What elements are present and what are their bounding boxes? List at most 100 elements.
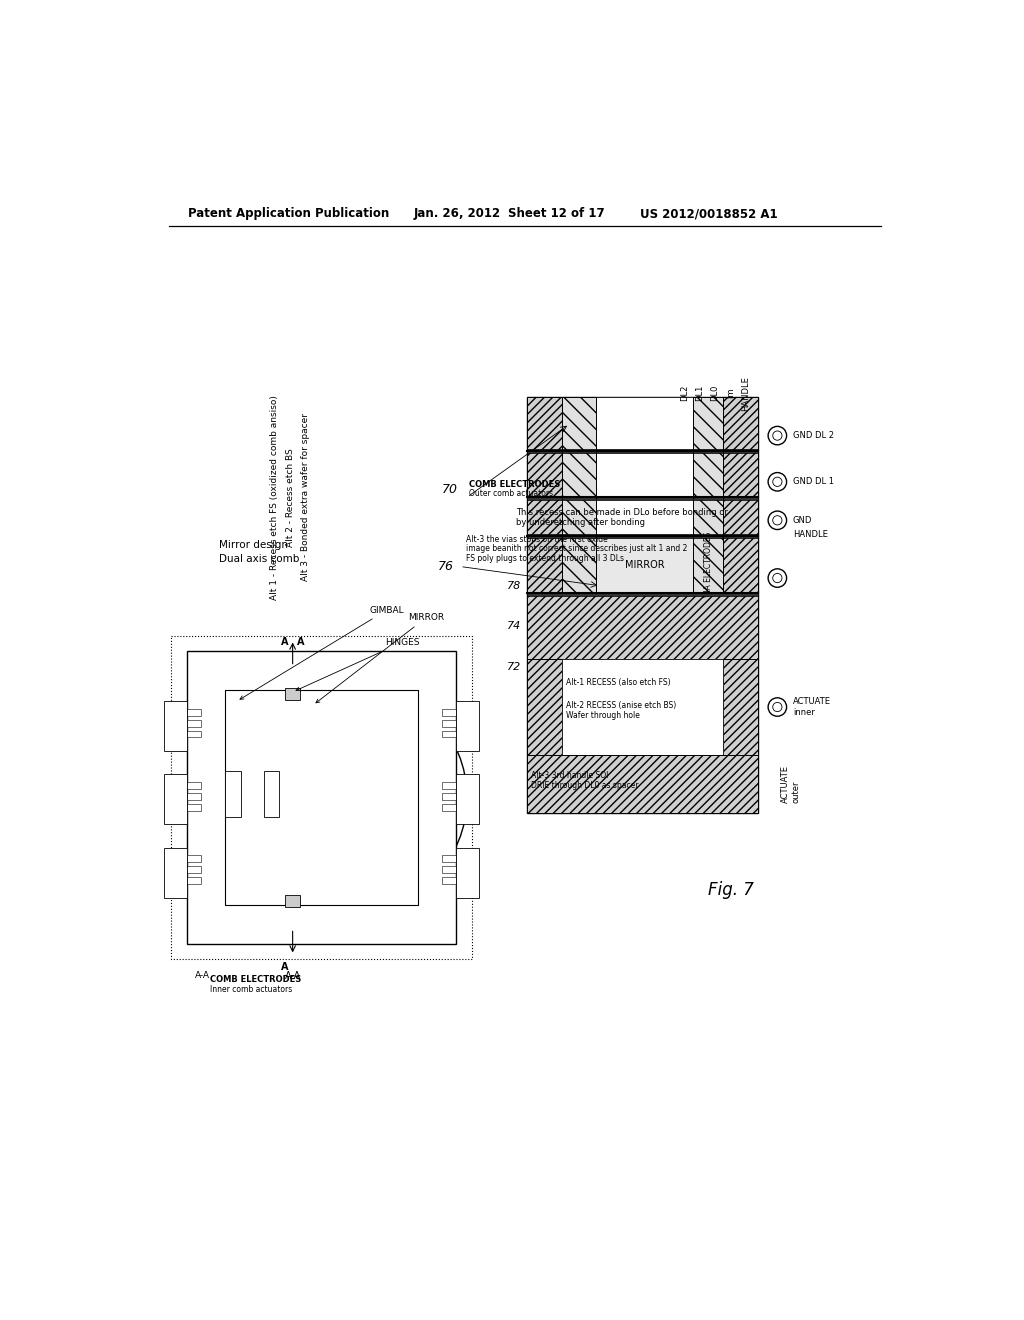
- Bar: [724, 536, 758, 594]
- Bar: [285, 688, 300, 700]
- Bar: [165, 715, 184, 723]
- Bar: [527, 498, 562, 536]
- Text: ACTUATE
outer: ACTUATE outer: [781, 766, 801, 803]
- Text: HANDLE: HANDLE: [793, 529, 827, 539]
- Text: VIA ELECTRODES: VIA ELECTRODES: [703, 532, 713, 597]
- Text: Patent Application Publication: Patent Application Publication: [188, 207, 389, 220]
- Bar: [442, 876, 457, 884]
- Text: Mirror design
Dual axis comb: Mirror design Dual axis comb: [219, 540, 299, 564]
- Text: FS poly plugs to extend through all 3 DLs: FS poly plugs to extend through all 3 DL…: [466, 553, 624, 562]
- Bar: [596, 536, 692, 594]
- Bar: [459, 800, 478, 807]
- Bar: [229, 785, 237, 793]
- Text: Alt-3 the vias stops on the first oxide: Alt-3 the vias stops on the first oxide: [466, 535, 607, 544]
- Text: GIMBAL: GIMBAL: [240, 606, 403, 700]
- Bar: [527, 755, 758, 813]
- Text: COMB ELECTRODES: COMB ELECTRODES: [210, 974, 301, 983]
- Text: A: A: [282, 961, 289, 972]
- Bar: [229, 796, 237, 804]
- Bar: [457, 775, 479, 825]
- Bar: [285, 895, 300, 907]
- Bar: [267, 775, 274, 781]
- Text: A: A: [282, 638, 289, 647]
- Text: Jan. 26, 2012: Jan. 26, 2012: [414, 207, 501, 220]
- Bar: [267, 796, 274, 804]
- Text: DL2: DL2: [680, 385, 689, 401]
- Bar: [724, 397, 758, 451]
- Text: MIRROR: MIRROR: [625, 560, 665, 569]
- Bar: [165, 726, 184, 734]
- Bar: [165, 800, 184, 807]
- Text: COMB ELECTRODES: COMB ELECTRODES: [469, 479, 560, 488]
- Text: Inner comb actuators: Inner comb actuators: [210, 985, 292, 994]
- Text: image beanith not correct since describes just alt 1 and 2: image beanith not correct since describe…: [466, 544, 687, 553]
- Text: Fig. 7: Fig. 7: [708, 880, 754, 899]
- Bar: [442, 709, 457, 715]
- Bar: [164, 775, 186, 825]
- Bar: [596, 397, 692, 451]
- Bar: [165, 862, 184, 869]
- Text: A: A: [297, 638, 304, 647]
- Bar: [225, 771, 241, 817]
- Bar: [724, 451, 758, 498]
- Text: Alt 1 - Recess etch FS (oxidized comb ansiso): Alt 1 - Recess etch FS (oxidized comb an…: [270, 395, 280, 599]
- Text: GND: GND: [793, 516, 812, 525]
- Bar: [459, 726, 478, 734]
- Bar: [459, 862, 478, 869]
- Bar: [527, 536, 562, 594]
- Bar: [186, 719, 201, 726]
- Bar: [459, 789, 478, 796]
- Bar: [562, 536, 596, 594]
- Text: ACTUATE
inner: ACTUATE inner: [793, 697, 830, 717]
- Bar: [692, 451, 724, 498]
- Bar: [459, 873, 478, 880]
- Text: by underetching after bonding: by underetching after bonding: [515, 519, 644, 527]
- Bar: [165, 779, 184, 785]
- Bar: [442, 719, 457, 726]
- Bar: [527, 451, 562, 498]
- Text: Wafer through hole: Wafer through hole: [565, 710, 639, 719]
- Text: Alt-1 RECESS (also etch FS): Alt-1 RECESS (also etch FS): [565, 677, 671, 686]
- Bar: [164, 701, 186, 751]
- Bar: [229, 775, 237, 781]
- Bar: [527, 591, 758, 595]
- Text: A-A: A-A: [285, 970, 301, 981]
- Bar: [165, 789, 184, 796]
- Bar: [459, 810, 478, 817]
- Bar: [459, 705, 478, 711]
- Bar: [527, 535, 758, 539]
- Bar: [442, 793, 457, 800]
- Bar: [442, 804, 457, 810]
- Text: Alt-2 RECESS (anise etch BS): Alt-2 RECESS (anise etch BS): [565, 701, 676, 710]
- Text: 74: 74: [507, 622, 521, 631]
- Bar: [186, 651, 457, 944]
- Text: 78: 78: [507, 581, 521, 591]
- Bar: [724, 498, 758, 536]
- Bar: [527, 397, 758, 813]
- Bar: [457, 701, 479, 751]
- Text: 70: 70: [441, 483, 458, 496]
- Bar: [562, 397, 596, 451]
- Text: MIRROR: MIRROR: [316, 614, 443, 702]
- Bar: [457, 847, 479, 898]
- Bar: [225, 689, 418, 906]
- Bar: [442, 730, 457, 738]
- Bar: [596, 451, 692, 498]
- Text: GND DL 1: GND DL 1: [793, 478, 834, 486]
- Bar: [692, 536, 724, 594]
- Bar: [264, 771, 280, 817]
- Bar: [442, 781, 457, 789]
- Bar: [562, 659, 724, 755]
- Bar: [527, 397, 562, 451]
- Text: Outer comb actuators: Outer comb actuators: [469, 488, 554, 498]
- Text: DL1: DL1: [695, 385, 705, 401]
- Bar: [267, 807, 274, 814]
- Text: A-A: A-A: [195, 970, 210, 979]
- Bar: [164, 847, 186, 898]
- Text: HANDLE: HANDLE: [741, 376, 751, 411]
- Bar: [596, 498, 692, 536]
- Text: lm: lm: [726, 388, 735, 399]
- Bar: [165, 851, 184, 858]
- Bar: [459, 884, 478, 891]
- Bar: [442, 866, 457, 873]
